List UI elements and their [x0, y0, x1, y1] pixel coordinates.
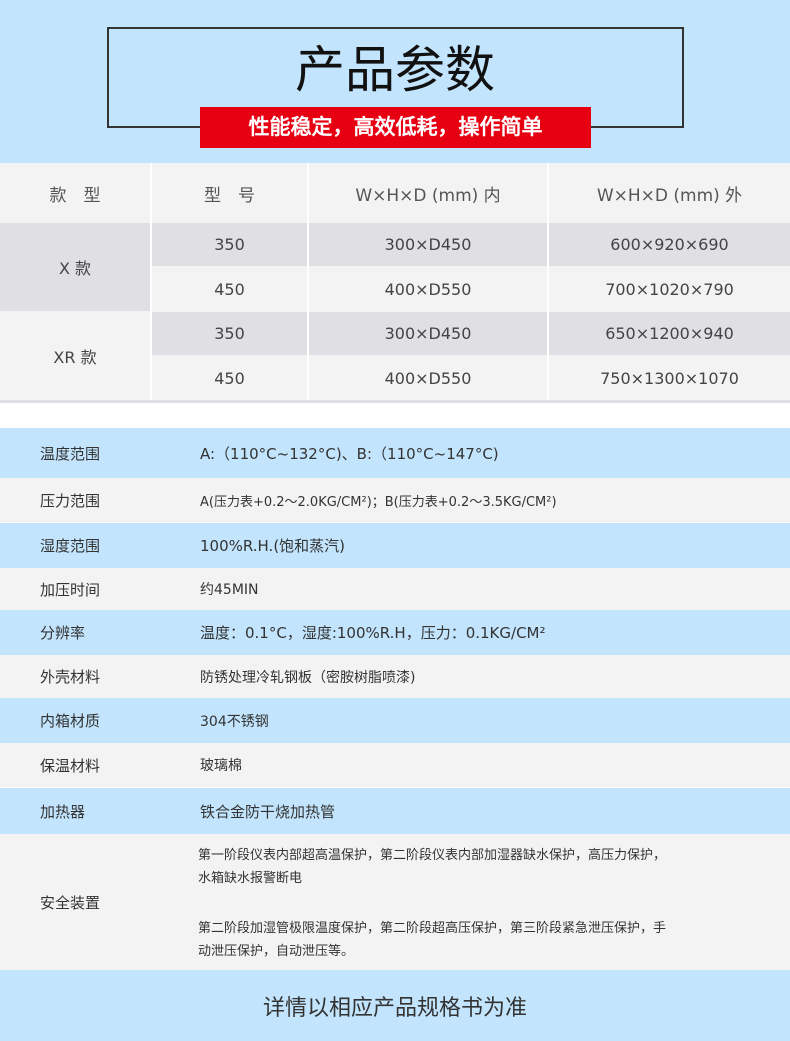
header: 产品参数 性能稳定，高效低耗，操作简单 [0, 0, 790, 163]
spec-line: 第一阶段仪表内部超高温保护，第二阶段仪表内部加湿器缺水保护，高压力保护， [198, 848, 667, 863]
inner-cell: 400×D550 [309, 268, 547, 311]
spec-value: 防锈处理冷轧钢板（密胺树脂喷漆) [200, 669, 416, 686]
spec-row: 加压时间 约45MIN [0, 568, 790, 610]
spec-label: 保温材料 [40, 756, 101, 775]
spec-value: A(压力表+0.2～2.0KG/CM²)；B(压力表+0.2～3.5KG/CM²… [200, 494, 557, 510]
spec-label: 加压时间 [40, 580, 101, 599]
page-title: 产品参数 [295, 41, 495, 99]
spec-value: 温度：0.1°C，湿度:100%R.H，压力：0.1KG/CM² [200, 624, 546, 642]
inner-cell: 300×D450 [309, 223, 547, 266]
divider [150, 163, 152, 400]
group-cell: X 款 [0, 223, 150, 311]
spec-row: 湿度范围 100%R.H.(饱和蒸汽) [0, 523, 790, 568]
outer-cell: 750×1300×1070 [549, 356, 790, 400]
spec-label: 温度范围 [40, 444, 101, 463]
spec-row: 内箱材质 304不锈钢 [0, 698, 790, 743]
spec-value: 铁合金防干烧加热管 [200, 802, 336, 821]
spec-label: 分辨率 [40, 624, 86, 642]
divider [307, 163, 309, 400]
divider [547, 163, 549, 400]
inner-cell: 400×D550 [309, 356, 547, 400]
spec-label: 内箱材质 [40, 712, 101, 730]
group-cell: XR 款 [0, 311, 150, 400]
spec-line: 动泄压保护，自动泄压等。 [198, 944, 355, 959]
outer-cell: 600×920×690 [549, 223, 790, 266]
outer-cell: 650×1200×940 [549, 312, 790, 355]
spec-label: 湿度范围 [40, 537, 101, 555]
header-cell: 型 号 [204, 185, 255, 206]
inner-cell: 300×D450 [309, 312, 547, 355]
spec-value: 约45MIN [200, 582, 259, 598]
header-cell: W×H×D (mm) 外 [596, 185, 743, 206]
model-cell: 450 [152, 356, 307, 400]
model-cell: 350 [152, 312, 307, 355]
outer-cell: 700×1020×790 [549, 268, 790, 311]
slogan-banner: 性能稳定，高效低耗，操作简单 [200, 107, 591, 148]
spec-label: 压力范围 [40, 491, 101, 510]
spec-row: 安全装置 第一阶段仪表内部超高温保护，第二阶段仪表内部加湿器缺水保护，高压力保护… [0, 834, 790, 970]
header-cell: 款 型 [49, 185, 101, 206]
spec-line: 水箱缺水报警断电 [198, 871, 303, 886]
divider [0, 400, 790, 403]
spec-label: 安全装置 [40, 893, 101, 912]
footer-note: 详情以相应产品规格书为准 [0, 970, 790, 1041]
model-cell: 350 [152, 223, 307, 266]
spec-value: 100%R.H.(饱和蒸汽) [200, 537, 346, 555]
spec-value: 第一阶段仪表内部超高温保护，第二阶段仪表内部加湿器缺水保护，高压力保护， 水箱缺… [198, 844, 666, 963]
model-table: 款 型 型 号 W×H×D (mm) 内 W×H×D (mm) 外 X 款 XR… [0, 163, 790, 403]
spec-row: 外壳材料 防锈处理冷轧钢板（密胺树脂喷漆) [0, 655, 790, 698]
spec-label: 加热器 [40, 802, 86, 821]
spec-value: A:（110°C~132°C)、B:（110°C~147°C) [200, 444, 499, 463]
spec-value: 玻璃棉 [200, 758, 242, 774]
spec-row: 温度范围 A:（110°C~132°C)、B:（110°C~147°C) [0, 428, 790, 478]
spec-row: 压力范围 A(压力表+0.2～2.0KG/CM²)；B(压力表+0.2～3.5KG… [0, 478, 790, 522]
model-cell: 450 [152, 268, 307, 311]
spec-row: 保温材料 玻璃棉 [0, 743, 790, 787]
spec-value: 304不锈钢 [200, 713, 269, 730]
spec-label: 外壳材料 [40, 668, 101, 686]
spec-row: 分辨率 温度：0.1°C，湿度:100%R.H，压力：0.1KG/CM² [0, 610, 790, 655]
spec-line: 第二阶段加湿管极限温度保护，第二阶段超高压保护，第三阶段紧急泄压保护，手 [198, 921, 667, 936]
spec-row: 加热器 铁合金防干烧加热管 [0, 788, 790, 834]
header-cell: W×H×D (mm) 内 [355, 185, 501, 206]
